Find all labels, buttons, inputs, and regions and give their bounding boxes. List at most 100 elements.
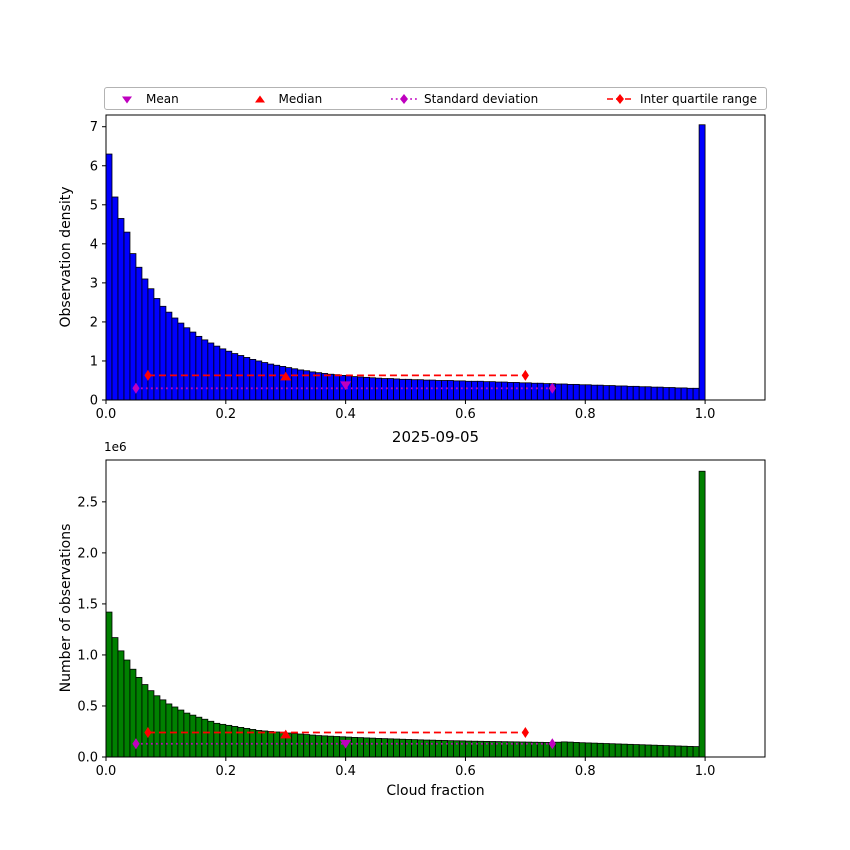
- legend-label-mean: Mean: [146, 91, 179, 106]
- histogram-bar: [566, 383, 574, 401]
- histogram-bar: [483, 381, 490, 401]
- mean-marker: [340, 739, 352, 749]
- histogram-bar: [249, 358, 257, 401]
- histogram-bar: [141, 684, 149, 758]
- histogram-bar: [189, 714, 197, 758]
- histogram-bar: [650, 744, 658, 758]
- x-tick-label: 0.8: [575, 407, 596, 422]
- histogram-bar: [369, 737, 376, 758]
- histogram-bar: [417, 379, 424, 401]
- histogram-bar: [578, 384, 586, 401]
- histogram-bar: [309, 734, 317, 758]
- median-triangle-up-icon: [254, 95, 265, 102]
- histogram-bar: [327, 373, 335, 401]
- histogram-bar: [231, 353, 239, 401]
- y-tick-label: 0.5: [77, 699, 98, 714]
- histogram-bar: [153, 695, 161, 758]
- histogram-bar: [177, 322, 185, 401]
- histogram-bar: [315, 372, 323, 401]
- top-y-axis-label: Observation density: [58, 186, 74, 328]
- histogram-bar: [165, 311, 173, 401]
- histogram-bar: [159, 699, 167, 758]
- histogram-bar: [297, 733, 305, 758]
- legend-item-mean: Mean: [114, 92, 179, 106]
- histogram-bar: [351, 737, 359, 758]
- histogram-bar: [375, 738, 382, 758]
- histogram-bar: [686, 387, 694, 401]
- histogram-bar: [542, 383, 550, 401]
- y-tick-label: 2.5: [77, 495, 98, 510]
- y-tick-label: 0: [90, 394, 98, 409]
- histogram-bar: [255, 360, 263, 401]
- histogram-bar: [447, 380, 454, 401]
- iqr-dashed-diamond-icon: [607, 93, 634, 104]
- x-tick-label: 0.2: [215, 764, 236, 779]
- histogram-bar: [159, 305, 167, 401]
- observation-count-histogram: 0.0 0.2 0.4 0.6 0.8 1.0 0.0 0.5 1.0 1.5 2.0 2.5: [77, 459, 766, 779]
- histogram-bar: [105, 611, 113, 758]
- histogram-bar: [596, 384, 604, 401]
- histogram-bar: [686, 745, 694, 758]
- histogram-bar: [608, 743, 616, 758]
- histogram-bar: [399, 378, 406, 401]
- histogram-bar: [267, 363, 275, 401]
- histogram-bar: [105, 153, 113, 401]
- histogram-bar: [183, 712, 191, 758]
- histogram-bar: [321, 735, 329, 758]
- histogram-bar: [680, 387, 688, 401]
- histogram-bar: [512, 382, 520, 401]
- histogram-bar: [465, 380, 472, 401]
- histogram-bar: [554, 741, 562, 758]
- x-tick-label: 0.4: [335, 407, 356, 422]
- inter-quartile-range-marker: [521, 727, 529, 739]
- histogram-bar: [572, 742, 580, 758]
- histogram-bar: [363, 737, 370, 758]
- histogram-bar: [165, 703, 173, 758]
- standard-deviation-marker: [132, 738, 140, 750]
- histogram-bar: [153, 298, 161, 401]
- histogram-bar: [554, 383, 562, 401]
- histogram-bar: [387, 378, 394, 401]
- histogram-bar: [393, 738, 400, 758]
- x-tick-label: 0.0: [96, 407, 117, 422]
- histogram-bar: [315, 735, 323, 758]
- histogram-bar: [453, 380, 460, 401]
- histogram-bar: [285, 367, 293, 401]
- std-dotted-diamond-icon: [391, 93, 418, 104]
- histogram-bar: [243, 357, 251, 401]
- bottom-y-axis-label: Number of observations: [58, 523, 74, 693]
- histogram-bar: [614, 743, 622, 758]
- histogram-bar: [668, 387, 676, 401]
- histogram-bar: [578, 742, 586, 758]
- histogram-bar: [596, 742, 604, 758]
- histogram-bar: [656, 744, 664, 758]
- histogram-bar: [584, 742, 592, 758]
- y-tick-label: 1.0: [77, 648, 98, 663]
- histogram-bar: [387, 738, 394, 758]
- histogram-bar: [530, 382, 538, 401]
- histogram-bar: [423, 379, 430, 401]
- histogram-bar: [668, 745, 676, 758]
- x-axis-label: Cloud fraction: [386, 783, 485, 799]
- histogram-bar: [477, 380, 484, 401]
- x-tick-label: 0.8: [575, 764, 596, 779]
- histogram-bar: [207, 342, 215, 401]
- histogram-bar: [417, 739, 424, 758]
- histogram-bar: [219, 723, 227, 758]
- standard-deviation-marker: [548, 382, 556, 394]
- y-tick-label: 5: [90, 198, 98, 213]
- y-tick-label: 0.0: [77, 751, 98, 766]
- legend-label-inter-quartile-range: Inter quartile range: [640, 91, 757, 106]
- histogram-bar: [213, 722, 221, 758]
- histogram-bar: [644, 386, 652, 401]
- histogram-bar: [435, 380, 442, 401]
- histogram-bar: [117, 650, 125, 758]
- histogram-bar: [291, 733, 299, 758]
- y-tick-label: 3: [90, 276, 98, 291]
- histogram-bar: [177, 709, 185, 758]
- histogram-bar: [656, 386, 664, 401]
- histogram-bar: [429, 739, 436, 758]
- figure-title: 2025-09-05: [391, 428, 480, 446]
- histogram-bar: [357, 737, 365, 758]
- x-tick-label: 0.0: [96, 764, 117, 779]
